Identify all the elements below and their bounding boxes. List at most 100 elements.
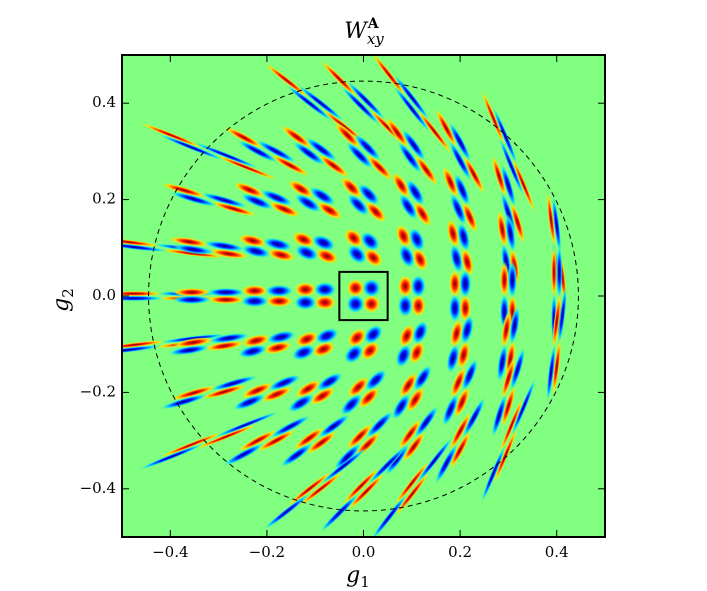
glyph-lobe — [496, 343, 508, 383]
quadrupole-glyph — [340, 176, 387, 223]
glyph-lobe — [293, 281, 318, 298]
glyph-lobe — [237, 233, 268, 248]
title-sub: xy — [367, 30, 384, 48]
glyph-lobe — [267, 200, 302, 218]
y-tick-label: 0.0 — [92, 286, 116, 304]
quadrupole-glyph — [480, 87, 537, 216]
glyph-lobe — [240, 382, 274, 399]
glyph-lobe — [360, 340, 380, 361]
quadrupole-glyph — [391, 171, 433, 228]
glyph-lobe — [313, 281, 337, 298]
quadrupole-glyph — [370, 55, 454, 156]
glyph-lobe — [237, 344, 268, 359]
glyph-lobe — [363, 324, 384, 345]
quadrupole-glyph — [240, 284, 294, 308]
glyph-lobe — [340, 393, 363, 416]
glyph-lobe — [205, 287, 247, 297]
glyph-lobe — [395, 343, 412, 368]
glyph-lobe — [509, 305, 521, 346]
glyph-lobe — [294, 193, 322, 213]
glyph-lobe — [480, 87, 507, 149]
quadrupole-glyph — [442, 358, 479, 427]
glyph-lobe — [461, 200, 479, 234]
glyph-lobe — [507, 261, 518, 299]
quadrupole-glyph — [291, 327, 339, 361]
glyph-lobe — [264, 295, 294, 308]
quadrupole-glyph — [293, 281, 337, 311]
quadrupole-glyph — [446, 314, 474, 374]
plot-frame — [121, 54, 606, 538]
glyph-lobe — [241, 333, 272, 348]
highlight-box — [338, 270, 389, 322]
glyph-lobe — [292, 426, 326, 451]
glyph-lobe — [172, 244, 215, 255]
glyph-lobe — [345, 141, 374, 170]
glyph-lobe — [211, 153, 281, 182]
glyph-lobe — [492, 105, 519, 167]
glyph-lobe — [370, 492, 409, 537]
glyph-lobe — [207, 248, 250, 260]
glyph-lobe — [446, 343, 460, 374]
glyph-lobe — [411, 247, 429, 272]
quadrupole-glyph — [370, 436, 454, 537]
glyph-lobe — [492, 425, 519, 487]
glyph-lobe — [401, 430, 427, 464]
x-label-base: g — [346, 563, 360, 588]
glyph-lobe — [292, 141, 326, 166]
x-label-sub: 1 — [360, 573, 370, 591]
x-tick-label: 0.0 — [352, 543, 376, 561]
glyph-lobe — [461, 358, 479, 392]
glyph-lobe — [364, 369, 387, 392]
glyph-lobe — [449, 243, 464, 274]
glyph-lobe — [551, 194, 562, 256]
glyph-lobe — [169, 385, 219, 401]
glyph-lobe — [448, 410, 472, 453]
glyph-lobe — [262, 492, 312, 531]
quadrupole-glyph — [237, 233, 297, 262]
quadrupole-glyph — [397, 274, 427, 318]
glyph-lobe — [343, 344, 364, 364]
quadrupole-glyph — [262, 447, 368, 531]
glyph-lobe — [398, 371, 418, 399]
quadrupole-glyph — [448, 269, 472, 323]
quadrupole-glyph — [137, 121, 281, 182]
glyph-lobe — [255, 139, 298, 164]
glyph-lobe — [241, 244, 272, 259]
x-tick-label: −0.4 — [152, 543, 188, 561]
glyph-lobe — [314, 247, 339, 265]
quadrupole-glyph — [137, 410, 281, 471]
glyph-lobe — [209, 201, 259, 217]
glyph-lobe — [398, 323, 415, 348]
quadrupole-glyph — [159, 182, 259, 217]
glyph-lobe — [363, 247, 384, 268]
glyph-lobe — [395, 224, 412, 249]
glyph-lobe — [294, 244, 319, 261]
quadrupole-glyph — [395, 224, 429, 272]
axes: −0.4 −0.2 0.0 0.2 0.4 −0.4 −0.2 0.0 0.2 0.4 — [80, 55, 605, 561]
quadrupole-glyph — [333, 121, 394, 182]
glyph-lobe — [171, 295, 213, 305]
quadrupole-glyph — [287, 372, 343, 413]
glyph-lobe — [462, 396, 486, 439]
quadrupole-glyph — [222, 125, 311, 177]
glyph-lobe — [546, 189, 556, 250]
glyph-lobe — [413, 364, 433, 392]
glyph-lobe — [236, 139, 279, 164]
glyph-lobe — [397, 294, 414, 318]
glyph-lobe — [311, 341, 336, 358]
glyph-lobe — [317, 413, 351, 439]
glyph-lobe — [122, 340, 170, 350]
glyph-lobe — [500, 163, 517, 209]
glyph-lobe — [222, 125, 265, 150]
glyph-lobe — [460, 247, 474, 278]
quadrupole-glyph — [167, 332, 250, 356]
glyph-lobe — [199, 384, 249, 400]
glyph-lobe — [459, 269, 472, 299]
glyph-lobe — [137, 121, 207, 150]
quadrupole-glyph — [395, 320, 429, 368]
y-label-base: g — [49, 298, 74, 312]
glyph-lobe — [397, 274, 414, 298]
glyph-lobe — [357, 386, 380, 409]
quadrupole-glyph — [346, 278, 381, 314]
glyph-lobe — [340, 85, 382, 127]
